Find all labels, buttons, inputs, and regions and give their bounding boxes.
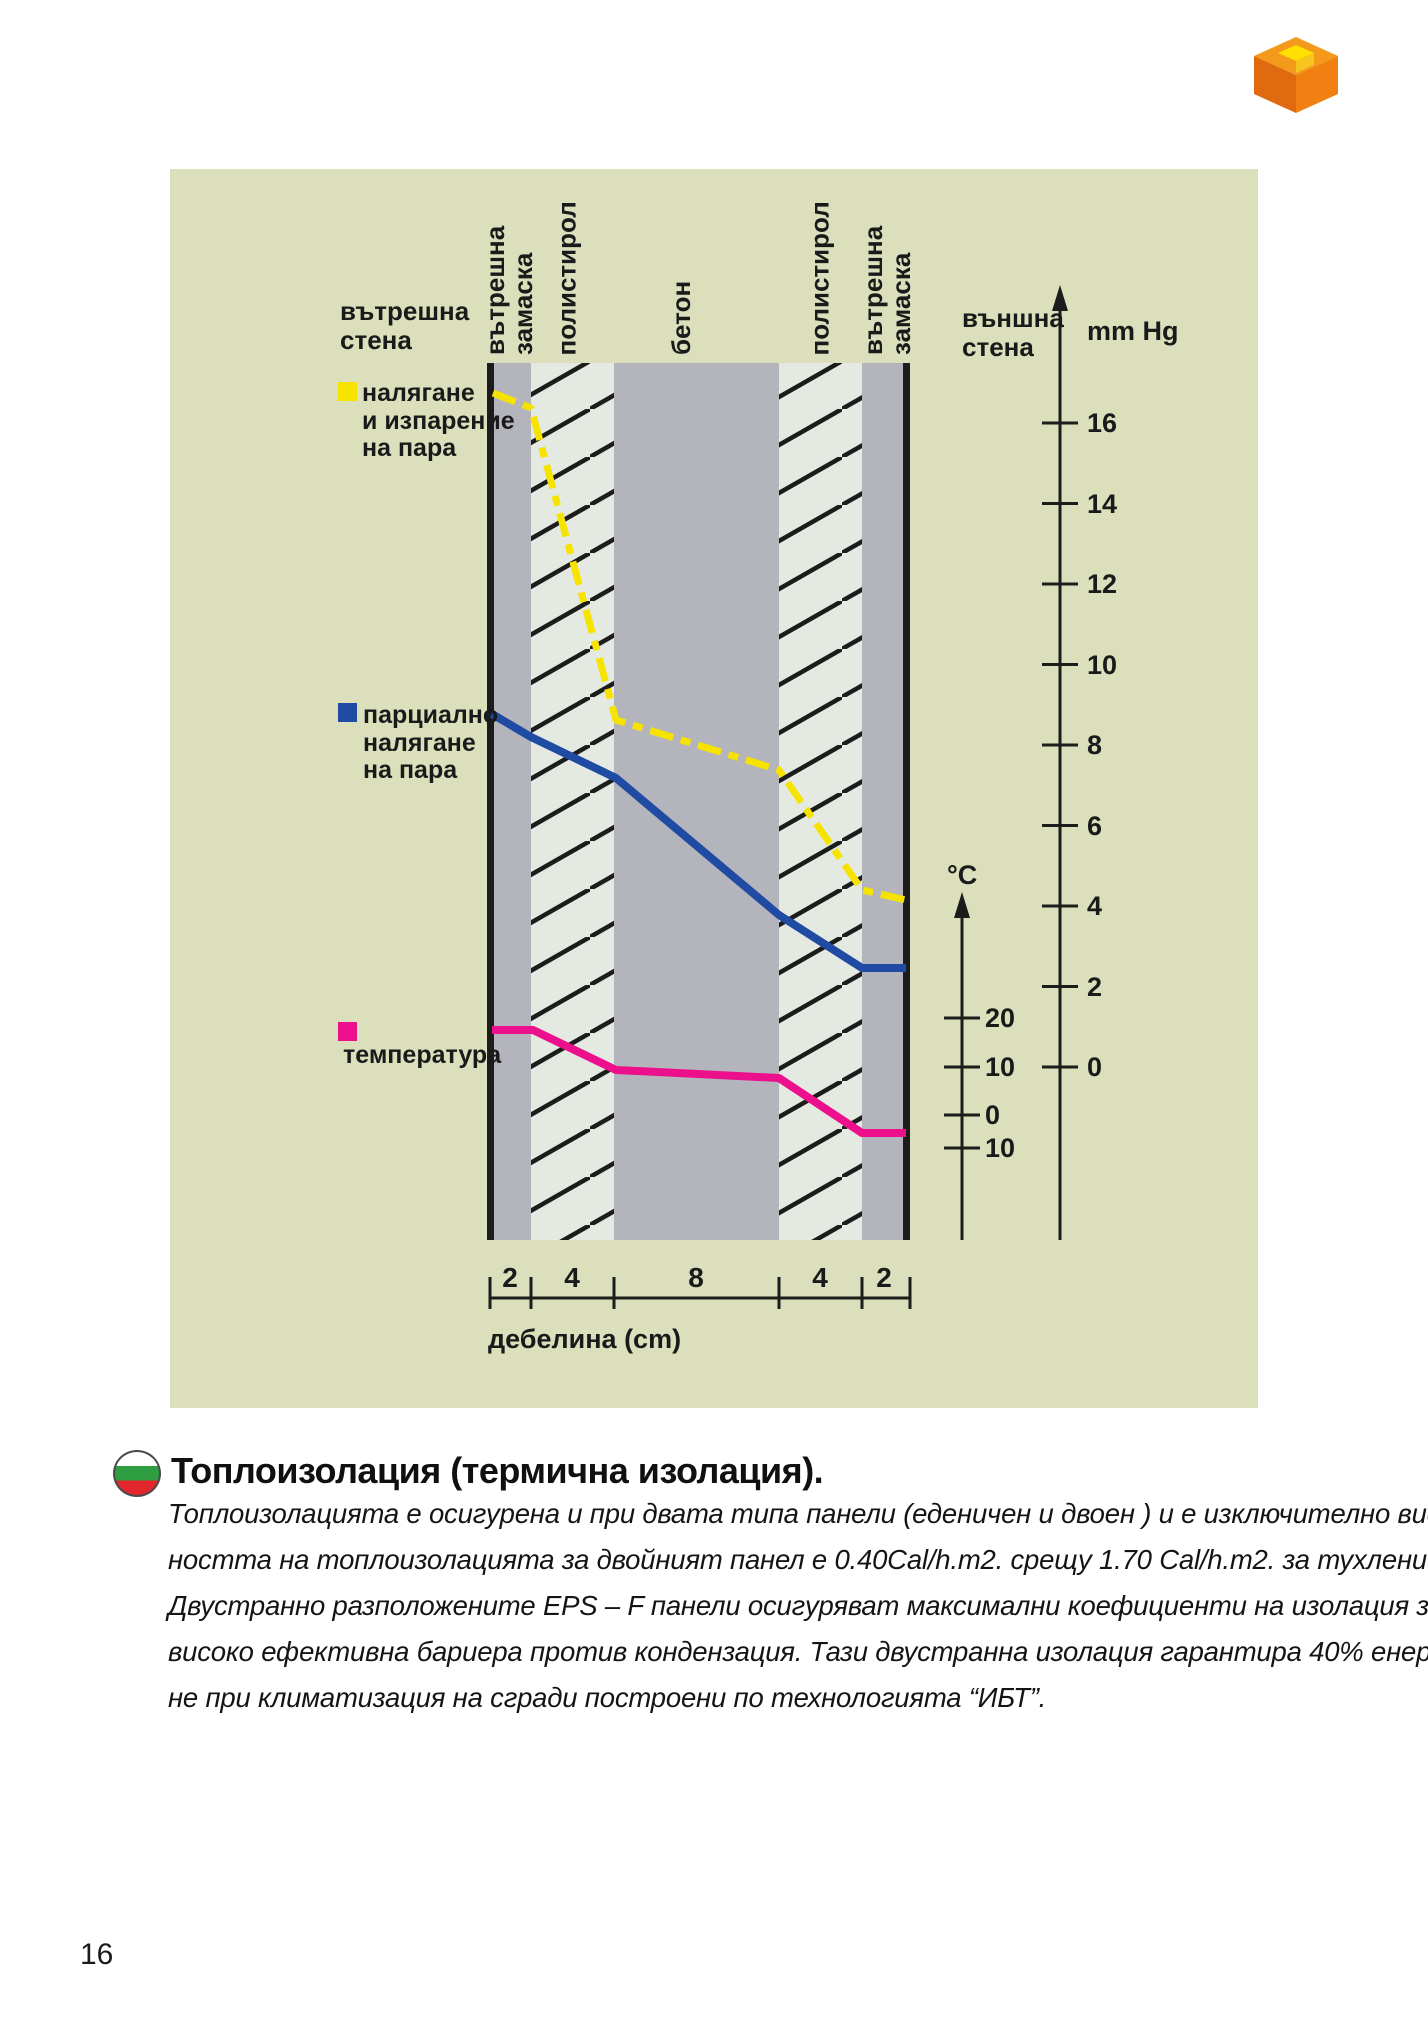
body-text-line: Двустранно разположените EPS – F панели … (168, 1590, 1428, 1621)
temperature-curve (492, 1026, 906, 1137)
mmhg-tick-14: 14 (1087, 488, 1118, 519)
outer-wall-surface-line (903, 363, 910, 1240)
body-text-line: ността на топлоизолацията за двойният па… (168, 1544, 1428, 1575)
mmhg-axis-arrow (1052, 285, 1068, 311)
body-text-line: Топлоизолацията е осигурена и при двата … (168, 1498, 1428, 1529)
legend-label-partial-pressure: парциално налягане на пара (363, 701, 499, 784)
layer-label-polystyrene-2: полистирол (804, 201, 835, 356)
mmhg-tick-6: 6 (1087, 810, 1103, 841)
mmhg-axis-title: mm Hg (1087, 316, 1179, 346)
thickness-2b: 2 (876, 1262, 892, 1293)
celsius-tick-20: 20 (985, 1003, 1016, 1033)
legend-swatch-temperature (338, 1022, 357, 1041)
bulgarian-flag-icon (113, 1450, 161, 1497)
layer-label-inner-plaster: вътрешна замаска (480, 225, 538, 355)
thickness-axis-label: дебелина (cm) (488, 1324, 682, 1354)
section-heading: Топлоизолация (термична изолация). (171, 1450, 824, 1491)
layer-label-polystyrene-1: полистирол (551, 201, 582, 356)
celsius-tick-10: 10 (985, 1052, 1016, 1082)
thickness-ruler (488, 1277, 912, 1309)
company-logo-icon (1254, 37, 1338, 113)
mmhg-tick-12: 12 (1087, 569, 1118, 599)
body-text-line: не при климатизация на сгради построени … (168, 1682, 1047, 1713)
thickness-4b: 4 (812, 1262, 828, 1293)
celsius-tick-minus10: 10 (985, 1133, 1016, 1163)
legend-label-vapor-pressure: налягане и изпарение на пара (362, 379, 515, 462)
mmhg-tick-8: 8 (1087, 730, 1103, 760)
mmhg-tick-0: 0 (1087, 1052, 1103, 1082)
partial-pressure-curve (489, 710, 906, 972)
legend-swatch-vapor-pressure (338, 382, 357, 401)
thickness-8: 8 (688, 1262, 704, 1293)
mmhg-tick-4: 4 (1087, 891, 1103, 921)
inner-wall-label: вътрешна стена (340, 296, 470, 355)
mmhg-tick-16: 16 (1087, 408, 1118, 438)
mmhg-tick-10: 10 (1087, 649, 1118, 680)
thickness-4a: 4 (564, 1262, 580, 1293)
outer-wall-label: външна стена (962, 303, 1064, 362)
body-text-line: високо ефективна бариера против конденза… (168, 1636, 1428, 1667)
inner-wall-surface-line (487, 363, 494, 1240)
diagram-panel: вътрешна стена външна стена вътрешна зам… (170, 169, 1258, 1408)
legend-label-temperature: температура (343, 1041, 502, 1069)
vapor-pressure-curve (491, 389, 907, 904)
legend-swatch-partial-pressure (338, 703, 357, 722)
celsius-axis (944, 892, 980, 1240)
layer-label-concrete: бетон (666, 280, 696, 355)
celsius-axis-title: °C (947, 860, 978, 890)
mmhg-axis (1042, 285, 1078, 1240)
wall-diagram (487, 285, 1078, 1309)
mmhg-tick-2: 2 (1087, 971, 1103, 1002)
page-number: 16 (80, 1938, 114, 1971)
thickness-2a: 2 (502, 1262, 518, 1293)
celsius-axis-arrow (954, 892, 970, 918)
celsius-tick-0: 0 (985, 1100, 1001, 1130)
layer-label-outer-plaster: вътрешна замаска (858, 225, 916, 355)
wall-layers (487, 363, 910, 1240)
